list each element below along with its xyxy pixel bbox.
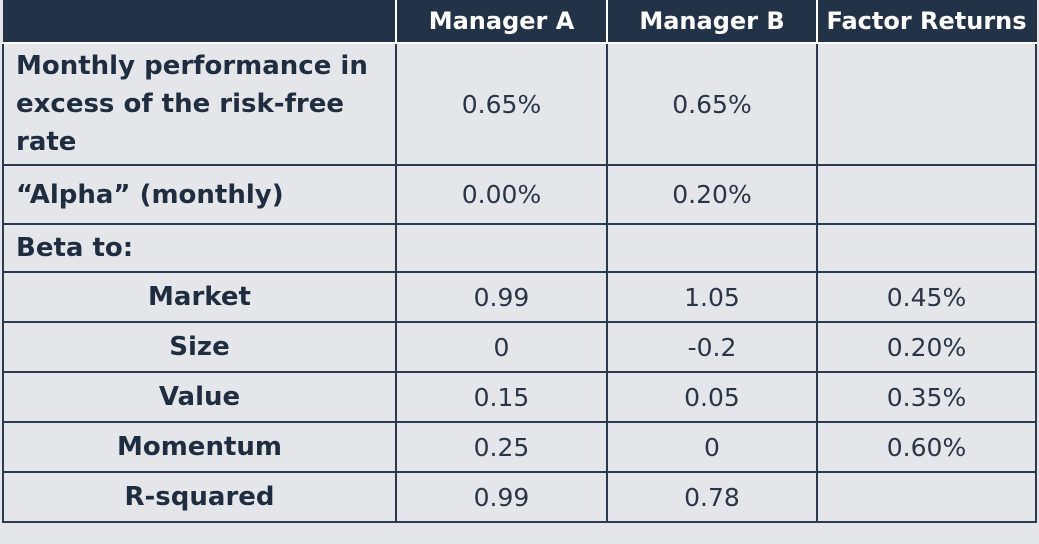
cell-manager-b <box>606 223 818 273</box>
row-label-momentum: Momentum <box>2 421 397 473</box>
header-row: Manager A Manager B Factor Returns <box>3 0 1037 44</box>
cell-manager-a: 0.00% <box>395 164 608 225</box>
cell-manager-a: 0.25 <box>395 421 608 473</box>
cell-factor-returns: 0.20% <box>816 321 1037 373</box>
manager-comparison-table: Manager A Manager B Factor Returns Month… <box>2 0 1037 523</box>
cell-manager-b: 0.78 <box>606 471 818 523</box>
table-row-size: Size 0 -0.2 0.20% <box>2 321 1037 373</box>
header-factor-returns: Factor Returns <box>816 0 1037 44</box>
table-row-monthly-performance: Monthly performance in excess of the ris… <box>2 42 1037 166</box>
table-row-alpha: “Alpha” (monthly) 0.00% 0.20% <box>2 164 1037 225</box>
row-label-r-squared: R-squared <box>2 471 397 523</box>
cell-manager-a: 0.99 <box>395 271 608 323</box>
table-row-beta-to: Beta to: <box>2 223 1037 273</box>
cell-manager-a: 0.15 <box>395 371 608 423</box>
row-label-value: Value <box>2 371 397 423</box>
table-row-r-squared: R-squared 0.99 0.78 <box>2 471 1037 523</box>
cell-manager-a <box>395 223 608 273</box>
row-label-alpha: “Alpha” (monthly) <box>2 164 397 225</box>
cell-manager-b: -0.2 <box>606 321 818 373</box>
cell-manager-a: 0.99 <box>395 471 608 523</box>
row-label-monthly-performance: Monthly performance in excess of the ris… <box>2 42 397 166</box>
cell-factor-returns: 0.45% <box>816 271 1037 323</box>
cell-manager-b: 0 <box>606 421 818 473</box>
row-label-size: Size <box>2 321 397 373</box>
cell-factor-returns <box>816 223 1037 273</box>
cell-manager-b: 0.65% <box>606 42 818 166</box>
row-label-beta-to: Beta to: <box>2 223 397 273</box>
cell-manager-a: 0 <box>395 321 608 373</box>
cell-factor-returns: 0.60% <box>816 421 1037 473</box>
cell-factor-returns <box>816 164 1037 225</box>
row-label-market: Market <box>2 271 397 323</box>
cell-manager-b: 0.05 <box>606 371 818 423</box>
cell-factor-returns: 0.35% <box>816 371 1037 423</box>
cell-manager-a: 0.65% <box>395 42 608 166</box>
table-row-market: Market 0.99 1.05 0.45% <box>2 271 1037 323</box>
header-manager-b: Manager B <box>606 0 818 44</box>
table-row-momentum: Momentum 0.25 0 0.60% <box>2 421 1037 473</box>
cell-manager-b: 0.20% <box>606 164 818 225</box>
cell-factor-returns <box>816 42 1037 166</box>
header-manager-a: Manager A <box>395 0 608 44</box>
cell-manager-b: 1.05 <box>606 271 818 323</box>
table-row-value: Value 0.15 0.05 0.35% <box>2 371 1037 423</box>
header-corner-cell <box>3 0 397 44</box>
cell-factor-returns <box>816 471 1037 523</box>
